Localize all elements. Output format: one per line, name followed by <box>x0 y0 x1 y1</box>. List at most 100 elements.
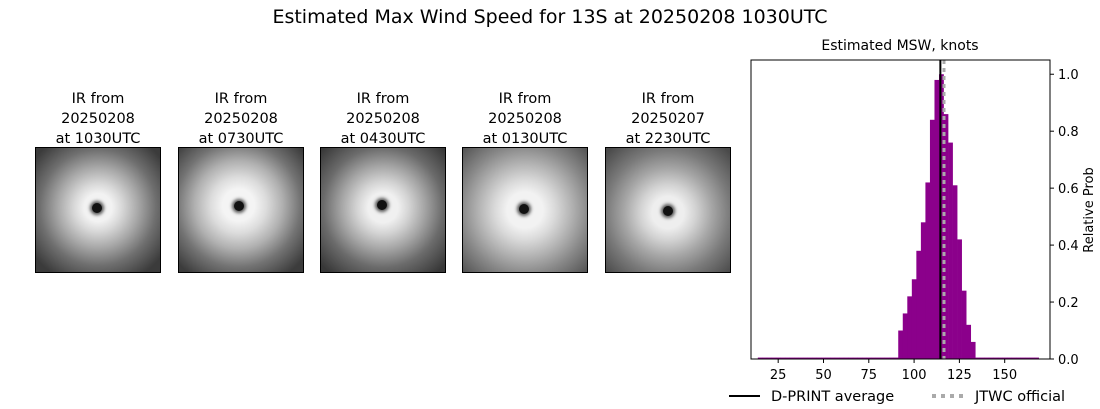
ir-satellite-image <box>605 147 731 273</box>
x-tick-label: 150 <box>992 368 1017 383</box>
storm-eye <box>377 200 387 210</box>
x-axis: 25 50 75 100 125 150 <box>770 359 1017 383</box>
histogram-bar <box>920 222 926 359</box>
histogram-bar <box>866 357 872 359</box>
histogram-bar <box>893 357 899 359</box>
histogram-bar <box>798 357 804 359</box>
ir-panel-3: IR from 20250208 at 0430UTC <box>320 89 446 273</box>
storm-eye <box>92 203 102 213</box>
histogram-bar <box>929 119 935 359</box>
histogram-bar <box>816 357 822 359</box>
y-tick-label: 0.0 <box>1058 353 1079 368</box>
x-tick-label: 25 <box>770 368 787 383</box>
histogram-bar <box>775 357 781 359</box>
reference-lines <box>939 60 946 359</box>
legend-label-jtwc: JTWC official <box>974 389 1065 405</box>
y-tick-label: 0.8 <box>1058 125 1079 140</box>
histogram-bars <box>757 74 1039 359</box>
histogram-bar <box>794 357 799 359</box>
histogram-bar <box>1016 357 1021 359</box>
histogram-bar <box>889 357 895 359</box>
histogram-bar <box>852 357 858 359</box>
histogram-bar <box>902 313 908 359</box>
histogram-bar <box>1025 357 1030 359</box>
x-tick-label: 125 <box>947 368 972 383</box>
histogram-bar <box>812 357 817 359</box>
histogram-bar <box>997 357 1003 359</box>
histogram-bar <box>803 357 808 359</box>
ir-satellite-image <box>462 147 588 273</box>
histogram-bar <box>830 357 836 359</box>
histogram-bar <box>884 357 890 359</box>
ir-panel-2: IR from 20250208 at 0730UTC <box>178 89 304 273</box>
histogram-bar <box>970 341 976 359</box>
histogram-bar <box>1006 357 1012 359</box>
histogram-bar <box>961 290 967 359</box>
storm-eye <box>663 206 673 216</box>
histogram-bar <box>993 357 999 359</box>
ir-satellite-image <box>35 147 161 273</box>
figure-title: Estimated Max Wind Speed for 13S at 2025… <box>272 6 828 28</box>
histogram-bar <box>848 357 854 359</box>
histogram-bar <box>943 114 949 359</box>
histogram-bar <box>766 357 772 359</box>
y-tick-label: 0.2 <box>1058 296 1079 311</box>
ir-panel-5: IR from 20250207 at 2230UTC <box>605 89 731 273</box>
histogram-bar <box>771 357 777 359</box>
histogram-bar <box>948 142 953 359</box>
histogram-bar <box>843 357 849 359</box>
storm-eye <box>234 201 244 211</box>
histogram-bar <box>834 357 840 359</box>
histogram-bar <box>952 185 958 359</box>
histogram-bar <box>789 357 795 359</box>
chart-title: Estimated MSW, knots <box>821 38 978 54</box>
histogram-bar <box>780 357 786 359</box>
ir-panel-1: IR from 20250208 at 1030UTC <box>35 89 161 273</box>
histogram-bar <box>825 357 831 359</box>
x-tick-label: 100 <box>902 368 927 383</box>
histogram-bar <box>984 357 990 359</box>
x-tick-label: 50 <box>815 368 832 383</box>
histogram-bar <box>975 357 981 359</box>
histogram-bar <box>875 357 881 359</box>
histogram-bar <box>939 74 944 359</box>
ir-panel-title: IR from 20250208 at 0130UTC <box>482 91 568 147</box>
histogram-bar <box>966 324 972 359</box>
y-axis-label: Relative Prob <box>1082 167 1097 252</box>
histogram-bar <box>1034 357 1039 359</box>
histogram-bar <box>757 357 763 359</box>
histogram-bar <box>925 182 931 359</box>
ir-satellite-image <box>320 147 446 273</box>
ir-panel-title: IR from 20250207 at 2230UTC <box>625 91 711 147</box>
histogram-bar <box>957 239 962 359</box>
histogram-bar <box>880 357 885 359</box>
ir-panel-title: IR from 20250208 at 1030UTC <box>55 91 141 147</box>
ir-satellite-image <box>178 147 304 273</box>
storm-eye <box>519 204 529 214</box>
histogram-bar <box>911 279 917 359</box>
histogram-bar <box>784 357 790 359</box>
plot-frame <box>750 59 1051 360</box>
y-tick-label: 0.6 <box>1058 182 1079 197</box>
histogram-bar <box>807 357 813 359</box>
histogram-bar <box>762 357 768 359</box>
y-axis-right: 0.0 0.2 0.4 0.6 0.8 1.0 <box>1050 68 1079 368</box>
y-tick-label: 1.0 <box>1058 68 1079 83</box>
histogram-bar <box>1011 357 1017 359</box>
histogram-bar <box>1020 357 1026 359</box>
histogram-bar <box>857 357 863 359</box>
legend-label-dprint: D-PRINT average <box>771 389 894 405</box>
histogram-bar <box>821 357 827 359</box>
histogram-bar <box>839 357 845 359</box>
ir-panel-title: IR from 20250208 at 0430UTC <box>340 91 426 147</box>
histogram-bar <box>1029 357 1035 359</box>
histogram-bar <box>916 250 922 359</box>
histogram-bar <box>861 357 867 359</box>
ir-panel-4: IR from 20250208 at 0130UTC <box>462 89 588 273</box>
histogram-bar <box>898 330 904 359</box>
y-tick-label: 0.4 <box>1058 239 1079 254</box>
legend: D-PRINT average JTWC official <box>729 389 1065 405</box>
histogram-bar <box>988 357 994 359</box>
histogram-bar <box>907 296 913 359</box>
